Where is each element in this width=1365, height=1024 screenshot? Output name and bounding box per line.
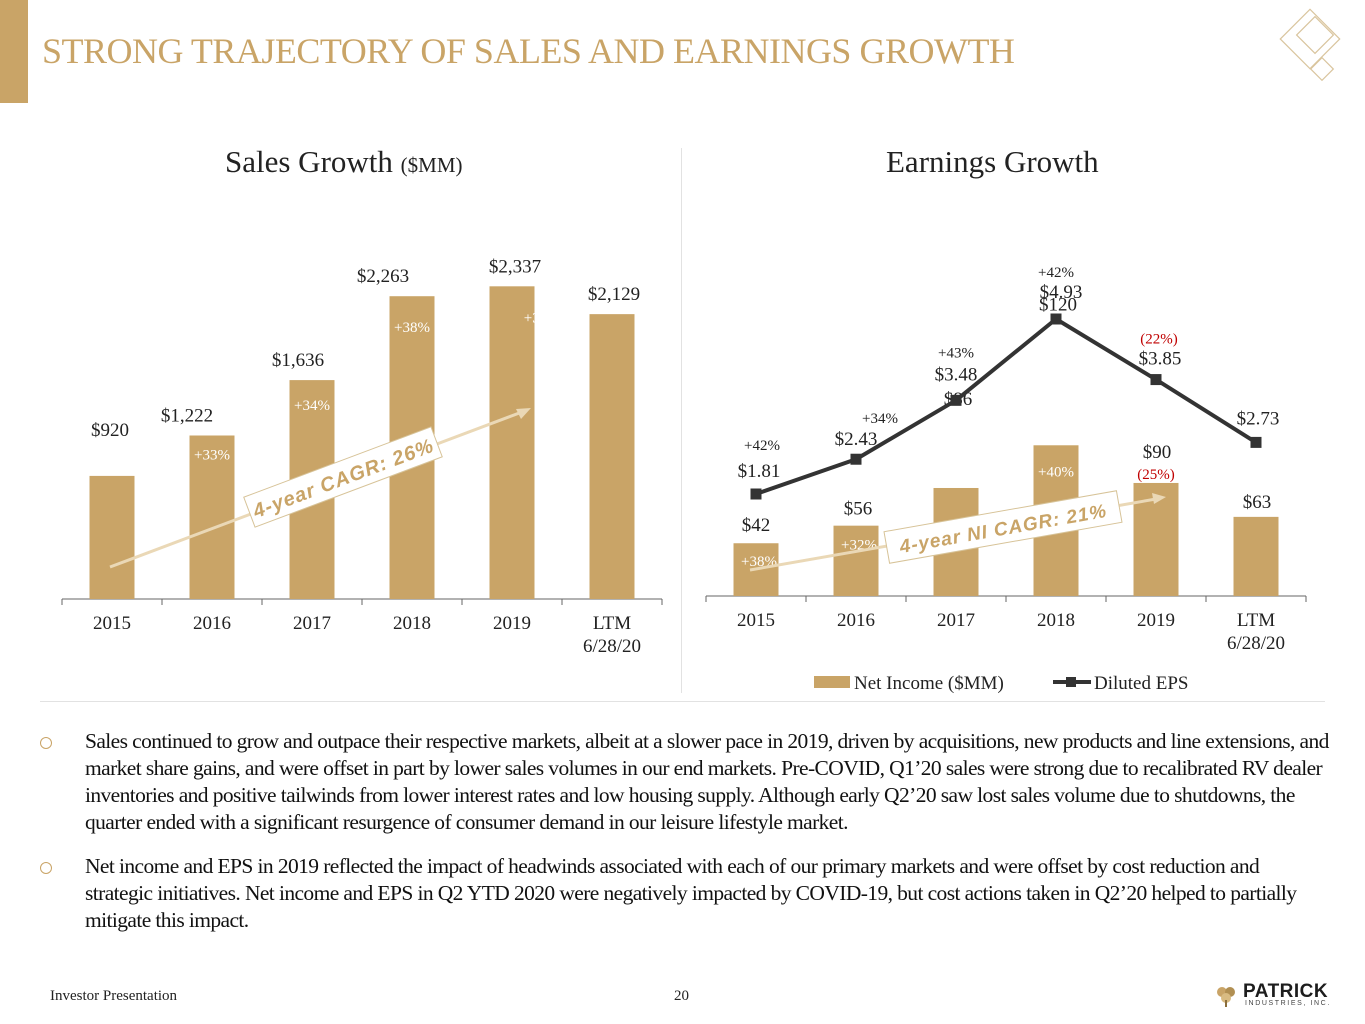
legend-swatch-net-income <box>814 676 850 688</box>
eps-marker <box>1050 313 1062 325</box>
diamond-decoration-icon <box>1279 8 1341 82</box>
bar <box>589 314 635 599</box>
page-title: STRONG TRAJECTORY OF SALES AND EARNINGS … <box>42 31 1015 71</box>
bar <box>1233 516 1279 596</box>
page-number: 20 <box>674 988 689 1004</box>
legend-label-net-income: Net Income ($MM) <box>854 673 1004 694</box>
eps-label: $1.81 <box>738 461 781 482</box>
bullet-sales-text: Sales continued to grow and outpace thei… <box>85 729 1329 834</box>
eps-growth-label: +43% <box>938 345 974 361</box>
data-label: $1,636 <box>272 350 324 371</box>
x-tick-label-line: 6/28/20 <box>583 636 641 657</box>
x-tick-label: 2016 <box>193 613 231 634</box>
x-tick-label: 2016 <box>837 610 875 631</box>
cagr-callout: 4-year NI CAGR: 21% <box>883 490 1123 564</box>
cagr-box <box>243 426 443 528</box>
bullet-earnings-text: Net income and EPS in 2019 reflected the… <box>85 854 1297 932</box>
data-label: $120 <box>1039 294 1077 315</box>
x-tick-label: 2019 <box>1137 610 1175 631</box>
eps-label: $2.73 <box>1237 408 1280 429</box>
x-tick-label: 2015 <box>737 610 775 631</box>
x-tick-label-line: LTM <box>593 613 631 634</box>
eps-growth-label: +42% <box>1038 265 1074 281</box>
section-divider <box>40 701 1325 702</box>
eps-label: $4.93 <box>1040 282 1083 303</box>
earnings-chart-title: Earnings Growth <box>886 144 1099 179</box>
data-label: $2,337 <box>489 256 541 277</box>
data-label: $90 <box>1143 442 1172 463</box>
header-accent-bar <box>0 0 28 103</box>
growth-label: +3% <box>524 310 552 326</box>
x-tick-label: 2018 <box>393 613 431 634</box>
leaf-logo-icon <box>1217 987 1235 1007</box>
growth-label: +40% <box>1038 464 1074 480</box>
company-logo: PATRICK INDUSTRIES, INC. <box>1213 981 1345 1009</box>
x-tick-label: 2017 <box>293 613 331 634</box>
bullet-sales: Sales continued to grow and outpace thei… <box>40 728 1330 836</box>
growth-label: +54% <box>938 452 974 468</box>
cagr-arrowhead <box>516 408 531 419</box>
bar <box>833 525 879 596</box>
cagr-arrowhead <box>1152 493 1166 504</box>
logo-subtitle: INDUSTRIES, INC. <box>1245 1000 1331 1007</box>
bar <box>189 435 235 599</box>
x-tick-label: LTM 6/28/20 <box>1227 610 1285 654</box>
legend-swatch-eps-marker <box>1066 677 1076 687</box>
eps-marker <box>1150 374 1162 386</box>
eps-label: $3.48 <box>935 364 978 385</box>
x-tick-label: 2017 <box>937 610 975 631</box>
x-tick-label-line: LTM <box>1237 610 1275 631</box>
eps-label: $2.43 <box>835 429 878 450</box>
growth-label: (25%) <box>1137 467 1175 483</box>
data-label: $2,129 <box>588 284 640 305</box>
x-tick-label: LTM 6/28/20 <box>583 613 641 657</box>
commentary-bullets: Sales continued to grow and outpace thei… <box>40 728 1330 951</box>
x-tick-label-line: 6/28/20 <box>1227 633 1285 654</box>
bullet-circle-icon <box>40 862 52 874</box>
bullet-earnings: Net income and EPS in 2019 reflected the… <box>40 853 1330 934</box>
data-label: $920 <box>91 420 129 441</box>
eps-marker <box>750 488 762 500</box>
eps-growth-label: +34% <box>862 411 898 427</box>
growth-label: +25% <box>93 458 129 474</box>
data-label: $63 <box>1243 492 1272 513</box>
legend-label-eps: Diluted EPS <box>1094 673 1188 694</box>
eps-marker <box>1250 436 1262 448</box>
footer-label: Investor Presentation <box>50 988 178 1004</box>
eps-label: $3.85 <box>1139 349 1182 370</box>
eps-marker <box>950 394 962 406</box>
bullet-circle-icon <box>40 737 52 749</box>
eps-marker <box>850 453 862 465</box>
bar <box>89 475 135 599</box>
eps-growth-label: +42% <box>744 438 780 454</box>
growth-label: +38% <box>394 320 430 336</box>
x-tick-label: 2018 <box>1037 610 1075 631</box>
data-label: $42 <box>742 515 771 536</box>
data-label: $56 <box>844 499 873 520</box>
cagr-box <box>883 490 1123 564</box>
panel-divider <box>681 148 682 693</box>
sales-chart-title-text: Sales Growth <box>225 144 393 179</box>
chart-legend: Net Income ($MM) Diluted EPS <box>814 673 1188 694</box>
eps-line <box>755 317 1258 496</box>
bar <box>489 286 535 599</box>
x-tick-label: 2015 <box>93 613 131 634</box>
growth-label: +33% <box>194 447 230 463</box>
sales-chart-unit: ($MM) <box>400 153 463 177</box>
growth-label: +34% <box>294 398 330 414</box>
data-label: $1,222 <box>161 405 213 426</box>
data-label: $2,263 <box>357 266 409 287</box>
sales-chart-title: Sales Growth ($MM) <box>225 144 463 180</box>
eps-growth-label: (22%) <box>1140 332 1178 348</box>
x-tick-label: 2019 <box>493 613 531 634</box>
logo-name: PATRICK <box>1243 981 1329 1002</box>
